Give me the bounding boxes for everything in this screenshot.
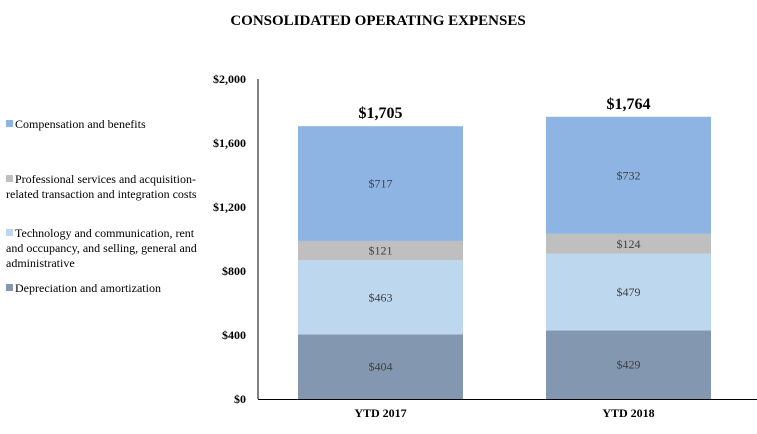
legend-item-compensation: Compensation and benefits (6, 117, 211, 132)
bar-segment (546, 330, 711, 399)
bar-segment (546, 233, 711, 254)
data-label: $463 (369, 290, 393, 304)
bar-segment (546, 116, 711, 234)
bar-segment (298, 126, 463, 241)
legend-item-professional-services: Professional services and acquisition-re… (6, 172, 211, 202)
data-label: $429 (617, 358, 641, 372)
data-label: $124 (617, 237, 641, 251)
y-tick-label: $0 (234, 392, 246, 406)
legend-label: Technology and communication, rent and o… (6, 226, 197, 270)
bar-segment (298, 240, 463, 261)
data-label: $121 (369, 244, 393, 258)
legend-label: Depreciation and amortization (15, 281, 161, 295)
data-label: $479 (617, 285, 641, 299)
y-tick-label: $400 (222, 328, 246, 342)
bar-segment (298, 334, 463, 399)
legend-item-technology: Technology and communication, rent and o… (6, 226, 211, 271)
bar-segment (546, 253, 711, 331)
legend-label: Compensation and benefits (15, 117, 146, 131)
legend-swatch (6, 120, 13, 127)
y-tick-label: $1,200 (213, 200, 246, 214)
total-label: $1,764 (607, 96, 651, 113)
y-tick-label: $800 (222, 264, 246, 278)
legend-swatch (6, 175, 13, 182)
data-label: $717 (369, 177, 393, 191)
data-label: $732 (617, 168, 641, 182)
y-tick-label: $2,000 (213, 72, 246, 86)
x-tick-label: YTD 2017 (354, 406, 406, 420)
x-tick-label: YTD 2018 (602, 406, 654, 420)
legend-label: Professional services and acquisition-re… (6, 172, 197, 201)
chart-title: CONSOLIDATED OPERATING EXPENSES (230, 13, 525, 29)
legend-swatch (6, 284, 13, 291)
total-label: $1,705 (359, 105, 403, 122)
data-label: $404 (369, 360, 393, 374)
bar-segment (298, 260, 463, 335)
y-tick-label: $1,600 (213, 136, 246, 150)
legend-item-depreciation: Depreciation and amortization (6, 281, 211, 296)
legend-swatch (6, 229, 13, 236)
